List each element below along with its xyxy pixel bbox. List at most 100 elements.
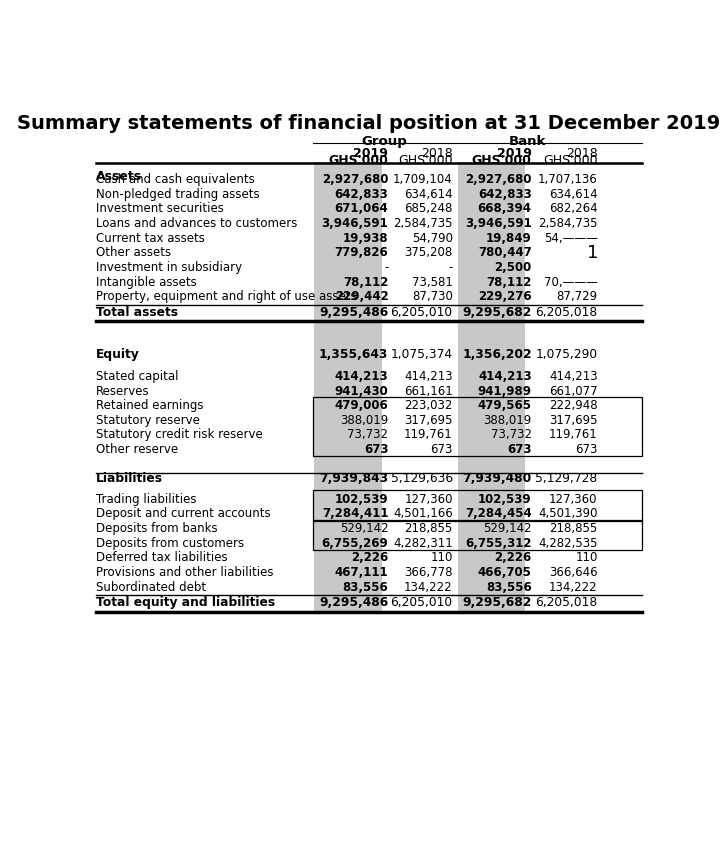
Text: 317,695: 317,695 — [404, 413, 453, 427]
Text: 7,284,454: 7,284,454 — [465, 508, 532, 520]
Text: 634,614: 634,614 — [549, 188, 598, 200]
Text: 1,707,136: 1,707,136 — [538, 173, 598, 186]
Text: 414,213: 414,213 — [404, 370, 453, 383]
Bar — [313, 490, 642, 520]
Text: 673: 673 — [364, 443, 388, 456]
Text: 366,778: 366,778 — [404, 566, 453, 579]
Text: 661,077: 661,077 — [549, 385, 598, 397]
Text: 479,565: 479,565 — [478, 399, 532, 412]
Text: 9,295,682: 9,295,682 — [462, 596, 532, 609]
Text: 529,142: 529,142 — [340, 522, 388, 535]
Text: -: - — [384, 261, 388, 274]
Text: 1,355,643: 1,355,643 — [319, 348, 388, 361]
Text: 223,032: 223,032 — [405, 399, 453, 412]
Text: 9,295,682: 9,295,682 — [462, 306, 532, 318]
Text: 78,112: 78,112 — [343, 276, 388, 289]
Text: 6,205,010: 6,205,010 — [390, 596, 453, 609]
Text: 127,360: 127,360 — [549, 492, 598, 506]
Text: 73,732: 73,732 — [491, 429, 532, 441]
Text: 2,226: 2,226 — [495, 551, 532, 565]
Text: 3,946,591: 3,946,591 — [322, 217, 388, 230]
Text: 19,938: 19,938 — [343, 232, 388, 245]
Text: 119,761: 119,761 — [549, 429, 598, 441]
Text: Property, equipment and right of use assets: Property, equipment and right of use ass… — [96, 290, 357, 303]
Text: 9,295,486: 9,295,486 — [319, 596, 388, 609]
Text: 2,226: 2,226 — [351, 551, 388, 565]
Text: Summary statements of financial position at 31 December 2019: Summary statements of financial position… — [17, 115, 720, 133]
Text: 2,927,680: 2,927,680 — [322, 173, 388, 186]
Text: 218,855: 218,855 — [549, 522, 598, 535]
Text: 87,730: 87,730 — [412, 290, 453, 303]
Text: 218,855: 218,855 — [405, 522, 453, 535]
Text: Trading liabilities: Trading liabilities — [96, 492, 197, 506]
Text: 229,276: 229,276 — [478, 290, 532, 303]
Text: Statutory reserve: Statutory reserve — [96, 413, 200, 427]
Text: 2,927,680: 2,927,680 — [465, 173, 532, 186]
Text: 673: 673 — [575, 443, 598, 456]
Text: 4,501,390: 4,501,390 — [538, 508, 598, 520]
Text: 102,539: 102,539 — [335, 492, 388, 506]
Text: Cash and cash equivalents: Cash and cash equivalents — [96, 173, 255, 186]
Text: 375,208: 375,208 — [405, 246, 453, 259]
Text: Stated capital: Stated capital — [96, 370, 179, 383]
Text: 467,111: 467,111 — [335, 566, 388, 579]
Text: 634,614: 634,614 — [404, 188, 453, 200]
Text: Current tax assets: Current tax assets — [96, 232, 205, 245]
Text: Loans and advances to customers: Loans and advances to customers — [96, 217, 297, 230]
Text: Reserves: Reserves — [96, 385, 150, 397]
Text: Total equity and liabilities: Total equity and liabilities — [96, 596, 275, 609]
Text: Deposits from customers: Deposits from customers — [96, 537, 244, 549]
Text: GHS'000: GHS'000 — [472, 155, 532, 167]
Text: 941,430: 941,430 — [335, 385, 388, 397]
Text: 3,946,591: 3,946,591 — [465, 217, 532, 230]
Text: 466,705: 466,705 — [478, 566, 532, 579]
Text: 222,948: 222,948 — [549, 399, 598, 412]
Text: Other assets: Other assets — [96, 246, 171, 259]
Text: 5,129,636: 5,129,636 — [390, 472, 453, 486]
Text: 54,790: 54,790 — [412, 232, 453, 245]
Text: 642,833: 642,833 — [478, 188, 532, 200]
Text: 366,646: 366,646 — [549, 566, 598, 579]
Text: GHS'000: GHS'000 — [398, 155, 453, 167]
Text: 4,282,535: 4,282,535 — [538, 537, 598, 549]
Bar — [458, 162, 525, 613]
Text: 9,295,486: 9,295,486 — [319, 306, 388, 318]
Text: 780,447: 780,447 — [478, 246, 532, 259]
Text: Provisions and other liabilities: Provisions and other liabilities — [96, 566, 274, 579]
Text: Deposit and current accounts: Deposit and current accounts — [96, 508, 271, 520]
Text: 2019: 2019 — [354, 147, 388, 160]
Text: 642,833: 642,833 — [335, 188, 388, 200]
Text: 6,205,010: 6,205,010 — [390, 306, 453, 318]
Text: Group: Group — [361, 135, 407, 148]
Text: 2018: 2018 — [566, 147, 598, 160]
Text: 682,264: 682,264 — [549, 202, 598, 216]
Text: Statutory credit risk reserve: Statutory credit risk reserve — [96, 429, 263, 441]
Text: Retained earnings: Retained earnings — [96, 399, 204, 412]
Text: GHS'000: GHS'000 — [543, 155, 598, 167]
Text: Other reserve: Other reserve — [96, 443, 179, 456]
Text: 1: 1 — [587, 244, 598, 261]
Text: Non-pledged trading assets: Non-pledged trading assets — [96, 188, 260, 200]
Text: 529,142: 529,142 — [483, 522, 532, 535]
Text: 6,205,018: 6,205,018 — [536, 306, 598, 318]
Text: -: - — [449, 261, 453, 274]
Text: Total assets: Total assets — [96, 306, 179, 318]
Text: Intangible assets: Intangible assets — [96, 276, 197, 289]
Text: 671,064: 671,064 — [335, 202, 388, 216]
Text: 229,442: 229,442 — [335, 290, 388, 303]
Text: 685,248: 685,248 — [405, 202, 453, 216]
Text: 134,222: 134,222 — [549, 581, 598, 593]
Text: Liabilities: Liabilities — [96, 472, 163, 486]
Text: Investment securities: Investment securities — [96, 202, 224, 216]
Text: 2019: 2019 — [497, 147, 532, 160]
Text: 134,222: 134,222 — [404, 581, 453, 593]
Text: Bank: Bank — [509, 135, 546, 148]
Text: Investment in subsidiary: Investment in subsidiary — [96, 261, 243, 274]
Text: 673: 673 — [508, 443, 532, 456]
Text: 4,501,166: 4,501,166 — [393, 508, 453, 520]
Text: 1,075,290: 1,075,290 — [536, 348, 598, 361]
Text: 941,989: 941,989 — [478, 385, 532, 397]
Text: 2018: 2018 — [421, 147, 453, 160]
Circle shape — [580, 240, 605, 265]
Text: 83,556: 83,556 — [486, 581, 532, 593]
